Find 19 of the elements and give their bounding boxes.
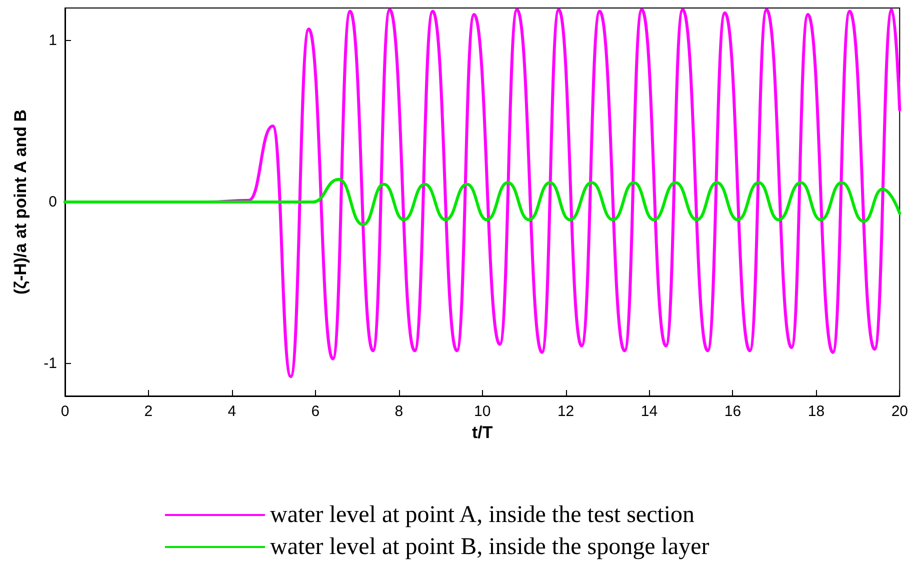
x-tick-label: 4 [228, 403, 236, 420]
line-series [64, 178, 902, 226]
y-tick-label: -1 [44, 355, 57, 372]
x-tick-label: 0 [60, 403, 70, 420]
x-tick-label: 18 [808, 403, 825, 420]
legend-label: water level at point B, inside the sponge layer [270, 534, 710, 560]
x-tick-label: 8 [394, 403, 404, 420]
x-tick-label: 14 [640, 403, 658, 420]
legend-label: water level at point A, inside the test section [270, 502, 695, 528]
y-tick-label: 0 [48, 194, 57, 210]
y-tick-label: 1 [48, 32, 57, 49]
x-tick-label: 2 [144, 403, 153, 420]
x-tick-label: 12 [557, 403, 574, 420]
x-tick-label: 10 [474, 403, 491, 420]
x-tick-label: 6 [311, 403, 320, 420]
x-tick-label: 16 [724, 403, 742, 420]
y-axis-title: (ζ-H)/a at point A and B [11, 109, 30, 295]
x-tick-label: 20 [891, 403, 908, 420]
x-axis-title: t/T [472, 422, 494, 442]
